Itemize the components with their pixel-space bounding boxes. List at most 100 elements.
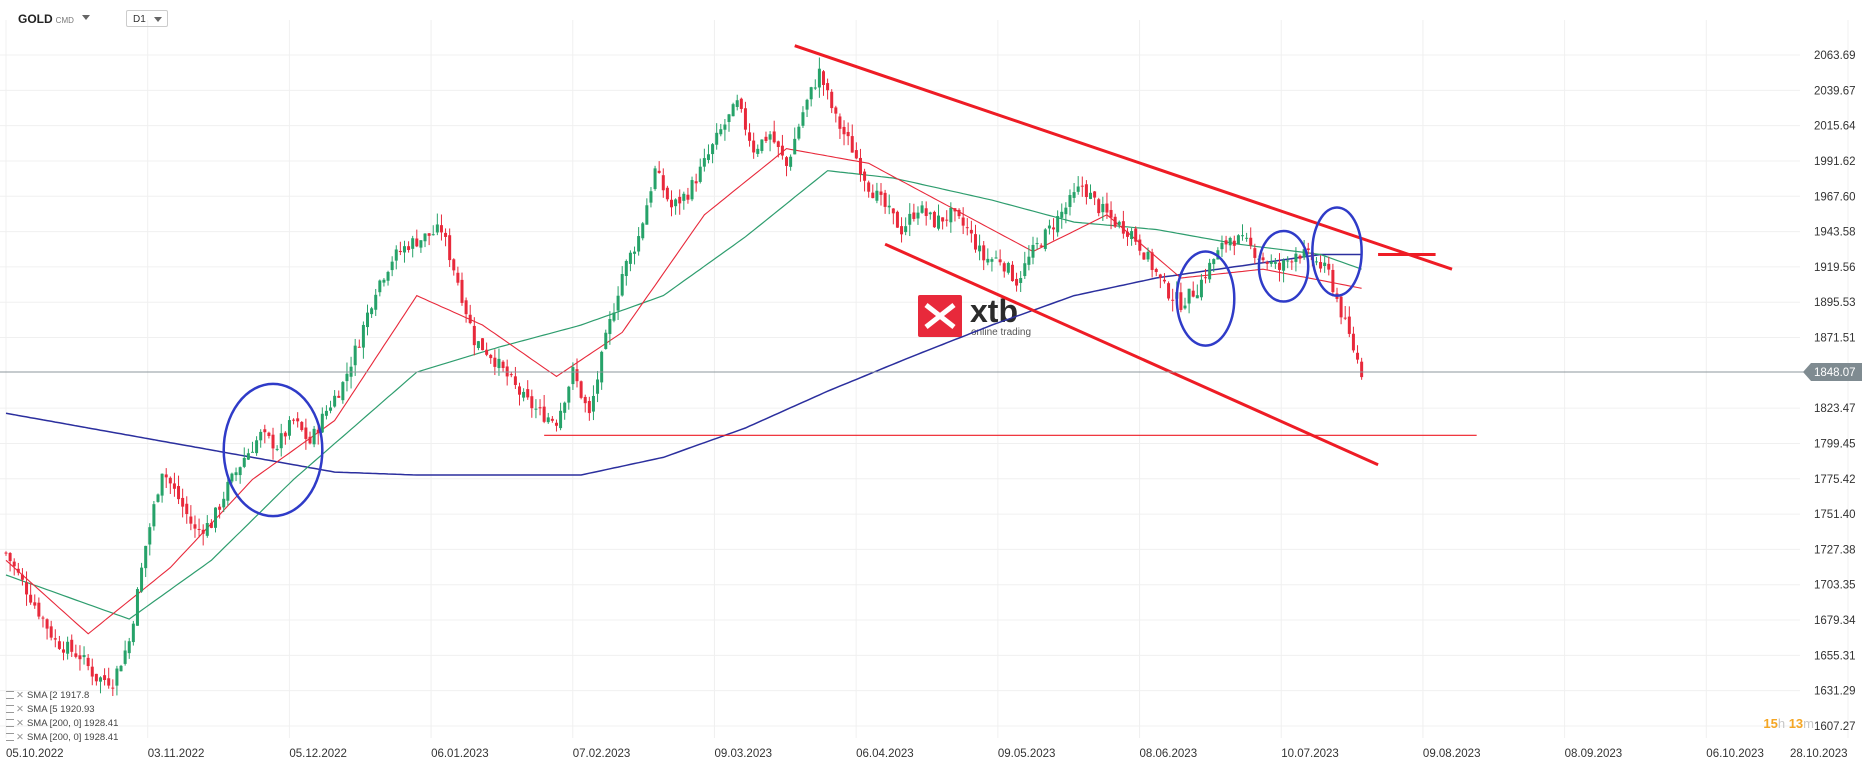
candle-down bbox=[283, 432, 287, 437]
candle-down bbox=[12, 561, 16, 567]
candle-down bbox=[953, 208, 957, 212]
x-tick-label: 06.04.2023 bbox=[856, 748, 914, 760]
candle-up bbox=[994, 257, 998, 259]
candle-up bbox=[591, 395, 595, 412]
candle-down bbox=[1150, 252, 1154, 270]
close-icon[interactable]: ✕ bbox=[16, 718, 24, 729]
candle-up bbox=[1323, 262, 1327, 266]
candle-down bbox=[20, 574, 24, 580]
candle-up bbox=[760, 139, 764, 151]
candle-down bbox=[686, 194, 690, 200]
settings-icon[interactable] bbox=[6, 733, 14, 742]
chart-toolbar: GOLD CMD D1 bbox=[0, 0, 1866, 36]
symbol-selector[interactable]: GOLD CMD bbox=[18, 12, 74, 26]
candle-down bbox=[665, 187, 669, 200]
candle-up bbox=[1043, 229, 1047, 249]
candle-down bbox=[427, 233, 431, 236]
symbol-dropdown-icon[interactable] bbox=[82, 15, 90, 20]
x-tick-label: 09.08.2023 bbox=[1423, 748, 1481, 760]
candle-up bbox=[563, 402, 567, 413]
candle-up bbox=[279, 433, 283, 449]
candle-down bbox=[16, 568, 20, 573]
settings-icon[interactable] bbox=[6, 719, 14, 728]
legend-row[interactable]: ✕ SMA [200, 0] 1928.41 bbox=[6, 717, 118, 731]
candle-down bbox=[575, 369, 579, 382]
candle-down bbox=[398, 250, 402, 253]
candle-up bbox=[641, 223, 645, 239]
settings-icon[interactable] bbox=[6, 705, 14, 714]
settings-icon[interactable] bbox=[6, 691, 14, 700]
candle-down bbox=[316, 429, 320, 434]
candle-up bbox=[1006, 262, 1010, 273]
candle-down bbox=[838, 116, 842, 129]
close-icon[interactable]: ✕ bbox=[16, 690, 24, 701]
candle-down bbox=[1343, 317, 1347, 319]
candle-down bbox=[415, 238, 419, 247]
candle-down bbox=[1113, 216, 1117, 227]
candle-down bbox=[1015, 278, 1019, 286]
candle-down bbox=[468, 314, 472, 324]
candle-up bbox=[608, 319, 612, 335]
candle-up bbox=[653, 168, 657, 190]
y-tick-label: 1919.56 bbox=[1814, 262, 1856, 274]
candle-down bbox=[657, 170, 661, 173]
candle-up bbox=[1302, 249, 1306, 258]
candle-up bbox=[706, 154, 710, 160]
candle-up bbox=[1146, 251, 1150, 260]
legend-row[interactable]: ✕ SMA [5 1920.93 bbox=[6, 703, 118, 717]
candle-up bbox=[600, 351, 604, 383]
candle-up bbox=[1023, 263, 1027, 277]
close-icon[interactable]: ✕ bbox=[16, 704, 24, 715]
candle-down bbox=[932, 211, 936, 228]
candle-down bbox=[821, 71, 825, 85]
y-tick-label: 1871.51 bbox=[1814, 333, 1856, 345]
candle-up bbox=[817, 68, 821, 88]
candle-down bbox=[776, 141, 780, 148]
close-icon[interactable]: ✕ bbox=[16, 732, 24, 743]
candle-down bbox=[879, 191, 883, 195]
x-tick-label: 09.03.2023 bbox=[714, 748, 772, 760]
candle-up bbox=[419, 240, 423, 248]
candle-up bbox=[386, 271, 390, 281]
legend-row[interactable]: ✕ SMA [2 1917.8 bbox=[6, 689, 118, 703]
legend-row[interactable]: ✕ SMA [200, 0] 1928.41 bbox=[6, 731, 118, 745]
candle-down bbox=[271, 434, 275, 449]
candle-down bbox=[33, 602, 37, 606]
candle-up bbox=[937, 215, 941, 229]
candle-up bbox=[345, 373, 349, 382]
symbol-tag: CMD bbox=[55, 16, 74, 25]
candle-up bbox=[875, 190, 879, 201]
candle-up bbox=[1294, 253, 1298, 262]
candle-down bbox=[29, 594, 33, 603]
candle-up bbox=[1089, 192, 1093, 199]
candle-up bbox=[1228, 237, 1232, 246]
candle-down bbox=[1093, 191, 1097, 198]
candle-up bbox=[624, 260, 628, 277]
candle-down bbox=[37, 602, 41, 617]
candle-up bbox=[497, 358, 501, 369]
candle-down bbox=[830, 91, 834, 109]
sma-50-line bbox=[5, 170, 1362, 620]
candle-up bbox=[119, 665, 123, 672]
candle-up bbox=[674, 199, 678, 207]
candle-up bbox=[978, 245, 982, 252]
candle-up bbox=[546, 417, 550, 423]
symbol-name: GOLD bbox=[18, 12, 53, 26]
candle-up bbox=[1236, 235, 1240, 245]
candle-down bbox=[538, 407, 542, 409]
trendline-lower-channel bbox=[884, 242, 1379, 467]
candle-down bbox=[1002, 263, 1006, 272]
timeframe-select[interactable]: D1 bbox=[126, 10, 168, 27]
y-tick-label: 1823.47 bbox=[1814, 403, 1856, 415]
candle-down bbox=[78, 655, 82, 660]
candle-down bbox=[501, 361, 505, 368]
candle-up bbox=[1282, 260, 1286, 271]
candle-down bbox=[25, 582, 29, 595]
candle-down bbox=[407, 246, 411, 250]
candle-up bbox=[242, 458, 246, 467]
candle-down bbox=[661, 175, 665, 191]
candle-down bbox=[871, 192, 875, 199]
candle-up bbox=[1076, 186, 1080, 192]
